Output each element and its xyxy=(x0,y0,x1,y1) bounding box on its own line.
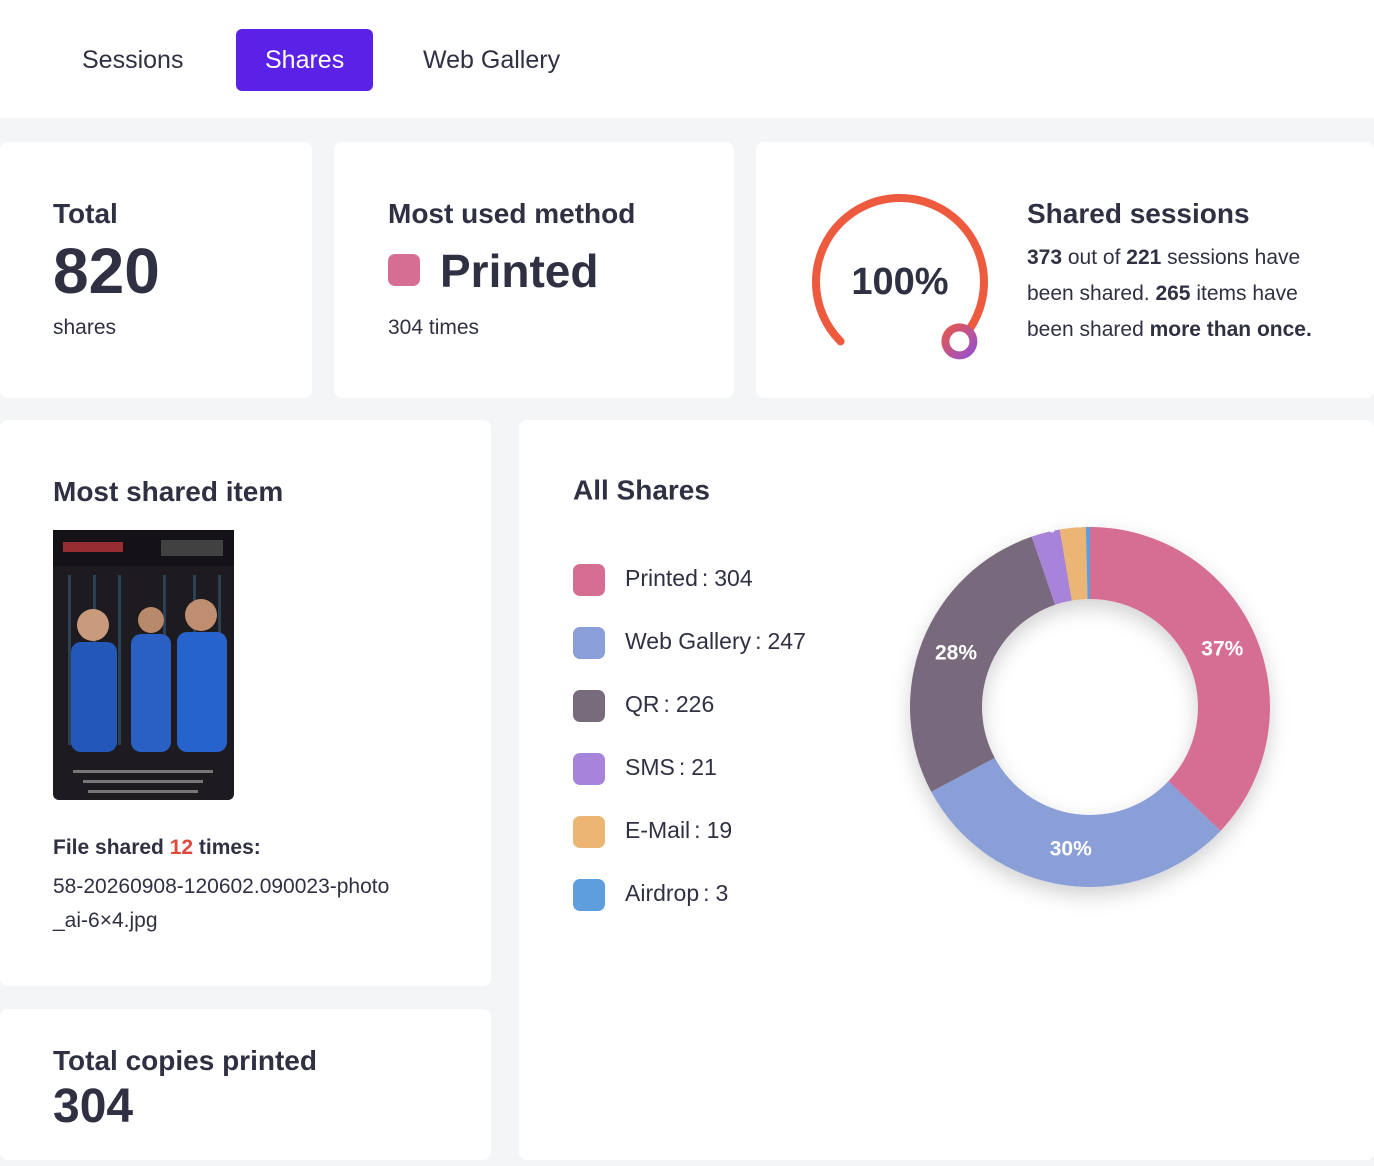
label: Most used method xyxy=(388,198,636,229)
unit: shares xyxy=(53,316,117,339)
legend-separator: : xyxy=(694,817,700,843)
legend-name: SMS xyxy=(625,754,675,780)
copies-card: Total copies printed 304 xyxy=(0,1009,491,1160)
legend-entry: Airdrop:3 xyxy=(625,880,728,906)
legend-entry: QR:226 xyxy=(625,691,714,717)
label: Total xyxy=(53,198,118,229)
legend-value: 226 xyxy=(676,691,714,717)
legend-value: 3 xyxy=(716,880,729,906)
legend-entry: Web Gallery:247 xyxy=(625,628,806,654)
legend-entry: Printed:304 xyxy=(625,565,753,591)
filename: 58-20260908-120602.090023-photo_ai-6×4.j… xyxy=(53,875,390,932)
text-part: out of xyxy=(1062,246,1127,269)
legend-swatch xyxy=(573,564,605,596)
chart-card: All Shares Printed:304 Web Gallery:247 QR:… xyxy=(519,420,1374,1160)
method-card: Most used method Printed 304 times xyxy=(334,142,734,398)
slice-label: 2% xyxy=(1062,515,1083,531)
photo xyxy=(53,530,234,800)
legend-name: Web Gallery xyxy=(625,628,752,654)
legend-separator: : xyxy=(702,565,708,591)
slice-label: 37% xyxy=(1201,638,1243,661)
text-part: 265 xyxy=(1155,282,1191,305)
slice-label: 30% xyxy=(1050,837,1092,860)
gauge: 100% xyxy=(812,194,988,360)
legend-separator: : xyxy=(755,628,761,654)
legend-value: 247 xyxy=(768,628,806,654)
legend-name: QR xyxy=(625,691,660,717)
caption-part: times: xyxy=(193,836,261,859)
legend-swatch xyxy=(573,627,605,659)
caption: File shared 12 times: xyxy=(53,836,261,860)
legend-name: E-Mail xyxy=(625,817,690,843)
legend-value: 19 xyxy=(707,817,733,843)
chart-title: All Shares xyxy=(573,474,710,505)
slice xyxy=(1085,527,1090,600)
slice-label: 0% xyxy=(1078,514,1099,530)
legend-swatch xyxy=(573,753,605,785)
text-part: 221 xyxy=(1126,246,1162,269)
gauge-marker-hole xyxy=(949,331,970,352)
slice xyxy=(1031,529,1072,605)
top-bar: Sessions Shares Web Gallery xyxy=(0,0,1374,118)
description: 373 out of 221 sessions have been shared… xyxy=(1027,240,1347,348)
total-card: Total 820 shares xyxy=(0,142,312,398)
gauge-label: 100% xyxy=(851,261,948,303)
gauge-arc xyxy=(812,194,988,346)
slice xyxy=(910,536,1056,792)
value: 820 xyxy=(53,235,160,307)
legend-separator: : xyxy=(664,691,670,717)
title: Most shared item xyxy=(53,476,284,507)
legend-separator: : xyxy=(703,880,709,906)
legend-swatch xyxy=(573,690,605,722)
legend-name: Printed xyxy=(625,565,698,591)
swatch xyxy=(388,254,420,286)
legend-separator: : xyxy=(679,754,685,780)
label: Total copies printed xyxy=(53,1045,317,1076)
tab[interactable]: Web Gallery xyxy=(423,46,561,74)
legend-swatch xyxy=(573,816,605,848)
legend-entry: SMS:21 xyxy=(625,754,717,780)
caption-part: 12 xyxy=(169,836,194,859)
text-part: 373 xyxy=(1027,246,1063,269)
sessions-card: 100% Shared sessions 373 out of 221 sess… xyxy=(756,142,1374,398)
legend-entry: E-Mail:19 xyxy=(625,817,732,843)
slice xyxy=(1059,527,1088,601)
item-card: Most shared item File shared 12 times: 5… xyxy=(0,420,491,986)
legend-value: 304 xyxy=(714,565,753,591)
tab[interactable]: Shares xyxy=(236,29,374,91)
method: Printed xyxy=(440,245,599,297)
slice xyxy=(1090,527,1270,831)
slice xyxy=(931,757,1221,887)
caption-part: File shared xyxy=(53,836,170,859)
text-part: more than once. xyxy=(1149,318,1312,341)
text-part: items have been shared xyxy=(1027,282,1298,341)
tab[interactable]: Sessions xyxy=(82,46,184,74)
title: Shared sessions xyxy=(1027,198,1250,229)
value: 304 xyxy=(53,1080,134,1133)
count: 304 times xyxy=(388,316,480,339)
slice-label: 3% xyxy=(1035,519,1056,535)
legend-swatch xyxy=(573,879,605,911)
text-part: sessions have been shared. xyxy=(1027,246,1301,305)
donut xyxy=(910,527,1270,887)
legend-value: 21 xyxy=(691,754,717,780)
slice-label: 28% xyxy=(935,642,977,665)
legend-name: Airdrop xyxy=(625,880,699,906)
